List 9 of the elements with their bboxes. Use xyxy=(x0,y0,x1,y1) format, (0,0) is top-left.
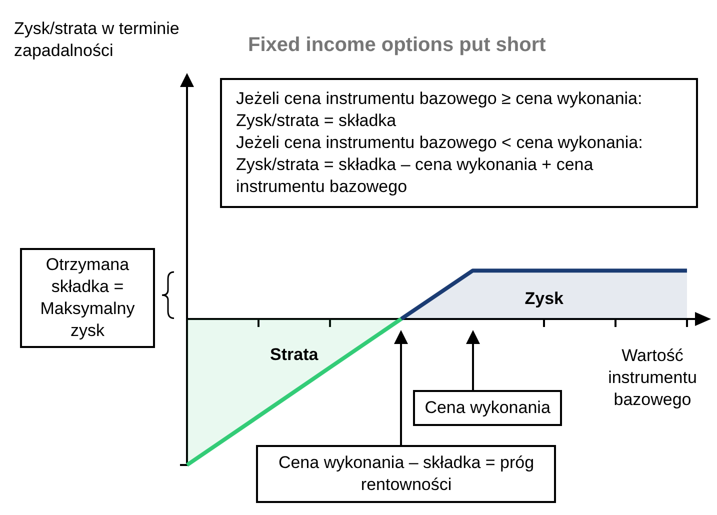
x-axis-title: Wartość instrumentu bazowego xyxy=(607,345,698,411)
series-label: Strata xyxy=(270,345,319,364)
text: Zysk/strata w terminie zapadalności xyxy=(14,18,180,62)
series-label: Zysk xyxy=(524,289,564,308)
text: Jeżeli cena instrumentu bazowego ≥ cena wykonania: Zysk/strata = składka Jeżeli cena instrumentu bazowego < cena wykonania: Zysk/strata = składka – cena wykonania + cena instrumentu bazowego xyxy=(220,78,698,208)
annotation: Cena wykonania xyxy=(412,390,562,426)
chart-title: Fixed income options put short xyxy=(248,34,546,57)
annotation: Cena wykonania – składka = próg rentowności xyxy=(256,445,556,503)
text: Otrzymana składka = Maksymalny zysk xyxy=(20,248,155,348)
